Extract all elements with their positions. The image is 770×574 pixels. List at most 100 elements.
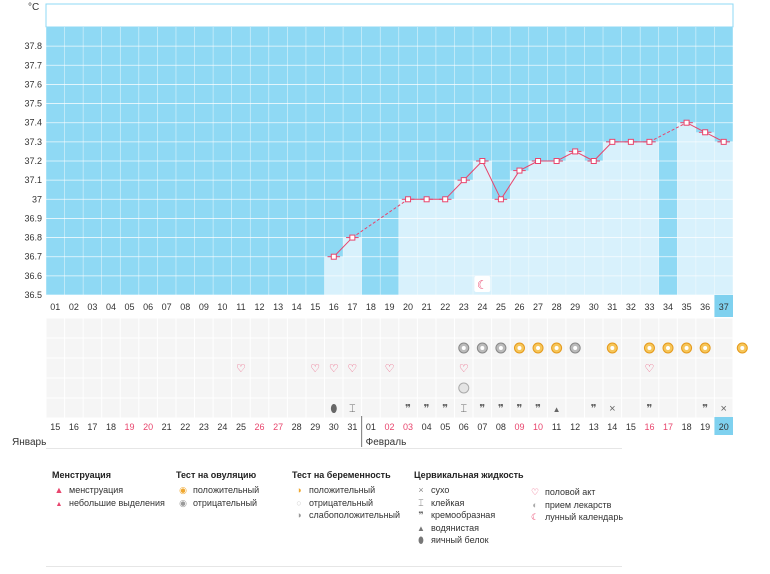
fluid-creamy-icon: ❞ (591, 403, 597, 415)
legend-item: ❞ кремообразная (414, 509, 524, 522)
mark-cell (492, 358, 510, 378)
mark-cell (473, 378, 492, 398)
mark-cell (584, 338, 603, 358)
mark-cell (120, 338, 139, 358)
temp-line (352, 198, 409, 238)
mark-cell (436, 338, 454, 358)
cycle-day-label: 35 (682, 302, 692, 312)
mark-cell (566, 378, 584, 398)
mark-cell (622, 378, 640, 398)
mark-cell (195, 338, 213, 358)
temp-point (553, 158, 560, 164)
fluid-creamy-icon: ❞ (702, 403, 708, 415)
calendar-date-label: 05 (440, 422, 450, 432)
mark-cell (380, 398, 399, 418)
fluid-creamy-icon: ❞ (498, 403, 504, 415)
temp-bar (473, 161, 492, 295)
temp-bar (565, 151, 585, 295)
mark-cell (622, 398, 640, 418)
mark-cell (83, 338, 102, 358)
y-tick-label: 36.7 (24, 252, 42, 262)
mark-cell (380, 338, 399, 358)
mark-cell (306, 378, 325, 398)
temp-line (444, 179, 465, 200)
temp-point (572, 148, 579, 155)
calendar-date-label: 10 (533, 422, 543, 432)
calendar-date-label: 08 (496, 422, 506, 432)
mark-cell (102, 338, 120, 358)
legend-pregnancy: Тест на беременность ◑ положительный ○ отр… (292, 470, 400, 522)
mark-cell (659, 378, 677, 398)
temp-point (479, 158, 486, 164)
calendar-date-label: 17 (87, 422, 97, 432)
mark-cell (603, 358, 622, 378)
mark-cell (603, 318, 622, 338)
cycle-day-label: 13 (273, 302, 283, 312)
fluid-sticky-egg-icon: ⬮ (330, 403, 337, 415)
mark-cell (269, 338, 287, 358)
mark-cell (102, 398, 120, 418)
temp-point (460, 177, 467, 184)
mark-cell (696, 378, 714, 398)
ovulation-test-dot (703, 346, 708, 350)
mark-cell (195, 358, 213, 378)
pill-icon (458, 382, 470, 394)
mark-cell (250, 338, 269, 358)
mark-cell (176, 398, 195, 418)
mark-cell (566, 398, 584, 418)
fluid-watery-icon: ▲ (553, 405, 561, 414)
ovulation-test-dot (536, 346, 541, 350)
sticky-icon: ⌶ (418, 497, 424, 508)
temp-line (649, 122, 687, 143)
mark-cell (529, 318, 547, 338)
calendar-date-label: 15 (50, 422, 60, 432)
temp-line (519, 160, 539, 172)
legend-label: кремообразная (431, 510, 496, 520)
legend-label: слабоположительный (309, 510, 401, 520)
ovulation-test-dot (740, 346, 745, 350)
temp-line (574, 150, 594, 162)
mark-cell (696, 398, 714, 418)
mark-cell (659, 398, 677, 418)
legend-label: половой акт (545, 487, 596, 497)
mark-cell (83, 318, 102, 338)
mark-cell (677, 318, 696, 338)
mark-cell (510, 398, 529, 418)
mark-cell (250, 398, 269, 418)
calendar-date-label: 12 (570, 422, 580, 432)
mark-cell (287, 378, 306, 398)
legend-label: водянистая (431, 522, 480, 533)
mark-cell (157, 338, 176, 358)
legend-label: клейкая (431, 497, 465, 508)
cycle-day-label: 14 (292, 302, 302, 312)
divider (46, 448, 622, 449)
mark-cell (584, 398, 603, 418)
calendar-date-label: 27 (273, 422, 283, 432)
mark-cell (529, 398, 547, 418)
cycle-day-label: 17 (347, 302, 357, 312)
mark-cell (640, 358, 659, 378)
mark-cell (176, 358, 195, 378)
fluid-sticky-icon: ⌶ (460, 403, 467, 415)
ovulation-test-dot (647, 346, 652, 350)
ovulation-test-dot (480, 346, 485, 350)
mark-cell (343, 358, 362, 378)
legend-label: лунный календарь (545, 512, 624, 522)
calendar-date-label: 31 (347, 422, 357, 432)
legend-item: ◑ положительный (292, 484, 400, 497)
month-label: Январь (12, 437, 46, 448)
legend-item: ▲ небольшие выделения (52, 497, 165, 510)
mark-cell (714, 318, 733, 338)
legend-item: ○ отрицательный (292, 497, 400, 510)
fluid-creamy-icon: ❞ (535, 403, 541, 415)
mark-cell (677, 378, 696, 398)
legend-label: яичный белок (431, 535, 489, 545)
calendar-date-label: 17 (663, 422, 673, 432)
mark-cell (287, 398, 306, 418)
legend-item: ◑ слабоположительный (292, 509, 400, 522)
temp-point (405, 196, 412, 203)
cycle-day-label: 15 (310, 302, 320, 312)
ovulation-test-dot (684, 346, 689, 350)
temp-line (593, 141, 613, 162)
mark-cell (436, 398, 454, 418)
